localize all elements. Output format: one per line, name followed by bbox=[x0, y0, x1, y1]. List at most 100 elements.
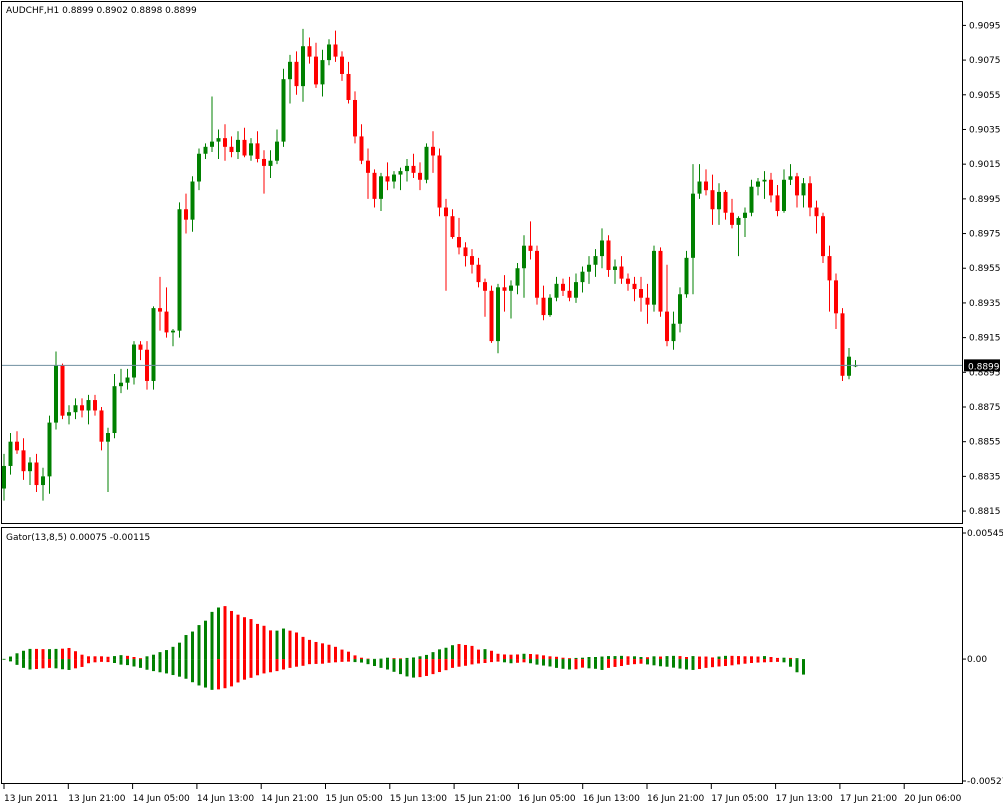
candle bbox=[587, 256, 591, 284]
candle bbox=[691, 164, 695, 295]
time-tick-label: 17 Jun 13:00 bbox=[776, 794, 833, 804]
price-tick-label: 0.9075 bbox=[969, 56, 1001, 66]
candle bbox=[801, 178, 806, 208]
candle bbox=[567, 276, 572, 302]
candle bbox=[639, 276, 643, 312]
candle-body bbox=[782, 179, 786, 211]
time-tick-label: 13 Jun 21:00 bbox=[68, 794, 125, 804]
candle-body bbox=[489, 290, 494, 342]
candle bbox=[678, 287, 682, 333]
candle-body bbox=[632, 283, 637, 290]
candle bbox=[242, 127, 247, 158]
candle-body bbox=[470, 256, 474, 265]
candle bbox=[847, 348, 851, 380]
candle-body bbox=[242, 139, 247, 156]
candle bbox=[333, 30, 338, 62]
candle bbox=[606, 235, 611, 277]
candle bbox=[743, 207, 747, 238]
gator-panel-frame[interactable] bbox=[1, 527, 963, 784]
candle bbox=[151, 306, 156, 390]
candle-body bbox=[515, 268, 520, 286]
candle-body bbox=[379, 176, 383, 199]
candle bbox=[411, 153, 416, 179]
candle-body bbox=[2, 465, 6, 489]
candle bbox=[476, 257, 481, 288]
candle-body bbox=[561, 283, 565, 291]
candle-body bbox=[164, 311, 169, 333]
candle bbox=[658, 247, 663, 317]
candle-body bbox=[398, 171, 403, 175]
current-price-box bbox=[964, 359, 1000, 372]
price-tick-label: 0.8895 bbox=[969, 368, 1001, 378]
candle bbox=[60, 363, 65, 420]
candle bbox=[554, 276, 559, 302]
candle-body bbox=[60, 365, 65, 416]
candle-body bbox=[437, 155, 442, 208]
price-tick-label: 0.9055 bbox=[969, 91, 1001, 101]
candle-body bbox=[119, 382, 123, 387]
candle bbox=[652, 245, 656, 312]
candle bbox=[93, 394, 97, 416]
candle bbox=[385, 162, 390, 191]
candle bbox=[541, 285, 546, 321]
candle bbox=[171, 328, 175, 347]
candle bbox=[483, 278, 487, 317]
candle bbox=[54, 351, 58, 430]
time-tick-label: 15 Jun 21:00 bbox=[454, 794, 511, 804]
candle-body bbox=[366, 160, 370, 173]
candle bbox=[444, 198, 448, 291]
candle bbox=[216, 129, 221, 159]
candle bbox=[262, 150, 266, 194]
candle-body bbox=[756, 181, 760, 187]
candle bbox=[697, 164, 702, 199]
candle bbox=[834, 273, 838, 329]
candle-body bbox=[41, 476, 45, 486]
candle-body bbox=[138, 344, 143, 350]
candle-body bbox=[281, 79, 286, 142]
candle bbox=[580, 266, 585, 293]
candle bbox=[619, 256, 624, 284]
candle-body bbox=[567, 290, 572, 298]
candle bbox=[788, 164, 793, 185]
candle-body bbox=[333, 44, 338, 57]
candle-body bbox=[418, 172, 422, 180]
candle bbox=[314, 42, 318, 88]
candle bbox=[515, 263, 520, 295]
candle-body bbox=[788, 176, 793, 180]
candle bbox=[2, 453, 6, 501]
candle bbox=[379, 172, 383, 211]
candle-body bbox=[151, 308, 156, 381]
price-panel-frame[interactable] bbox=[1, 1, 963, 524]
candle-body bbox=[483, 282, 487, 291]
candle-body bbox=[444, 207, 448, 217]
time-tick-label: 14 Jun 05:00 bbox=[133, 794, 190, 804]
candle-body bbox=[606, 240, 611, 270]
candle bbox=[769, 172, 773, 203]
candle-body bbox=[307, 46, 312, 57]
price-tick-label: 0.8955 bbox=[969, 264, 1001, 274]
price-tick-label: 0.9035 bbox=[969, 125, 1001, 135]
candle bbox=[437, 148, 442, 217]
candle bbox=[359, 124, 364, 165]
candle-body bbox=[385, 176, 390, 182]
candle bbox=[762, 171, 767, 199]
candle-body bbox=[457, 237, 461, 248]
candle bbox=[73, 398, 78, 420]
candle bbox=[119, 368, 123, 394]
candle bbox=[548, 294, 552, 317]
time-tick-label: 17 Jun 21:00 bbox=[840, 794, 897, 804]
candle-body bbox=[21, 450, 26, 472]
gator-tick-label: 0.00545 bbox=[967, 529, 1003, 539]
candle-body bbox=[125, 377, 130, 383]
candle-body bbox=[184, 209, 188, 220]
candle bbox=[281, 68, 286, 147]
candle bbox=[775, 184, 780, 217]
candle bbox=[86, 394, 91, 425]
candle-body bbox=[28, 462, 32, 472]
candle bbox=[197, 148, 201, 191]
candle-body bbox=[535, 250, 539, 298]
candle-body bbox=[190, 181, 195, 220]
candle-body bbox=[808, 183, 812, 208]
candle-body bbox=[658, 250, 663, 312]
candle-body bbox=[216, 138, 221, 142]
